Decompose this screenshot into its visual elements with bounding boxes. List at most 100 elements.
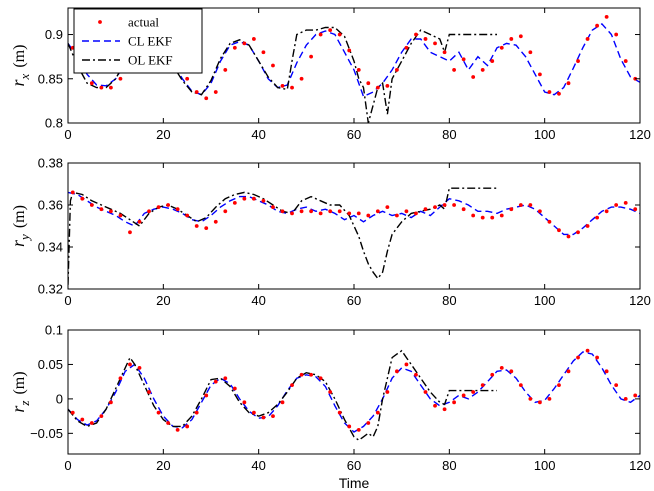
data-point <box>99 85 104 90</box>
data-point <box>461 57 466 62</box>
data-point <box>99 207 104 212</box>
x-tick-label: 0 <box>64 127 71 142</box>
data-point <box>356 68 361 72</box>
data-point <box>252 37 256 41</box>
data-point <box>89 421 94 425</box>
data-point <box>299 372 304 377</box>
data-point <box>328 209 333 214</box>
x-tick-label: 20 <box>156 293 170 308</box>
y-tick-label: 0.85 <box>38 71 63 86</box>
data-point <box>375 410 380 415</box>
x-tick-label: 120 <box>629 127 651 142</box>
series-line-ol-ekf <box>68 26 497 123</box>
data-point <box>223 376 228 381</box>
data-point <box>395 68 399 72</box>
data-point <box>118 213 123 218</box>
data-point <box>385 390 390 394</box>
data-point <box>595 215 599 220</box>
data-point <box>356 427 361 432</box>
data-point <box>423 37 428 41</box>
data-point <box>242 196 247 201</box>
data-point <box>566 369 571 374</box>
y-tick-label: 0.9 <box>45 27 63 42</box>
data-point <box>614 383 619 388</box>
data-point <box>547 219 552 224</box>
data-point <box>433 205 437 210</box>
data-point <box>337 410 342 415</box>
data-point <box>557 383 561 388</box>
data-point <box>442 50 447 55</box>
data-point <box>204 96 209 101</box>
data-point <box>147 209 151 214</box>
data-point <box>499 365 504 370</box>
data-point <box>261 198 266 203</box>
data-point <box>290 85 294 90</box>
y-tick-label: 0.05 <box>38 357 63 372</box>
data-point <box>89 81 94 86</box>
panel-rz: 0 20 40 60 80 100 120 −0.05 0 0.05 0.1 rz (m) Time <box>8 323 651 491</box>
data-point <box>337 32 342 37</box>
data-point <box>299 76 304 81</box>
y-tick-label: 0.32 <box>38 282 63 297</box>
y-label-unit: (m) <box>11 205 28 228</box>
data-point <box>194 90 199 94</box>
data-point <box>509 369 514 374</box>
data-point <box>232 45 237 50</box>
data-point <box>80 196 85 201</box>
data-point <box>309 54 313 59</box>
data-point <box>232 201 237 205</box>
x-tick-label: 100 <box>534 458 556 473</box>
data-point <box>461 393 466 398</box>
data-point <box>614 203 619 207</box>
y-label-subscript: x <box>17 73 32 80</box>
data-point <box>528 203 533 207</box>
data-point <box>194 410 199 415</box>
y-axis-label: rz (m) <box>8 371 32 412</box>
data-point <box>318 211 323 216</box>
data-point <box>404 209 409 214</box>
data-point <box>595 355 599 360</box>
data-point <box>490 215 495 220</box>
data-point <box>585 348 590 353</box>
data-point <box>528 396 533 401</box>
x-tick-label: 60 <box>347 293 361 308</box>
data-point <box>271 63 275 68</box>
data-point <box>242 400 247 405</box>
data-point <box>80 417 85 422</box>
data-point <box>585 224 590 228</box>
data-point <box>290 383 294 388</box>
legend-marker-actual <box>98 20 102 24</box>
data-point <box>280 400 285 405</box>
data-point <box>99 414 104 419</box>
data-point <box>595 23 599 28</box>
plot-area <box>68 330 640 454</box>
data-point <box>347 424 352 429</box>
data-point <box>366 213 371 218</box>
data-point <box>404 362 409 367</box>
data-point <box>538 209 542 214</box>
data-layer <box>68 187 640 285</box>
series-actual <box>70 190 638 239</box>
data-point <box>442 203 447 207</box>
y-tick-label: 0.34 <box>38 240 63 255</box>
data-point <box>576 230 580 235</box>
x-tick-label: 80 <box>442 293 456 308</box>
data-point <box>566 81 571 86</box>
data-point <box>538 400 542 405</box>
data-point <box>223 68 228 72</box>
data-point <box>452 68 456 72</box>
data-point <box>623 59 628 63</box>
data-point <box>614 32 619 37</box>
data-point <box>109 400 113 405</box>
data-point <box>433 41 437 46</box>
y-axis-label: ry (m) <box>8 205 32 247</box>
data-point <box>271 414 275 419</box>
data-point <box>518 383 523 388</box>
data-point <box>261 50 266 55</box>
data-point <box>633 207 638 212</box>
data-point <box>414 32 418 37</box>
plot-area <box>68 163 640 289</box>
data-point <box>347 48 352 53</box>
legend-label-cl-ekf: CL EKF <box>128 34 172 49</box>
